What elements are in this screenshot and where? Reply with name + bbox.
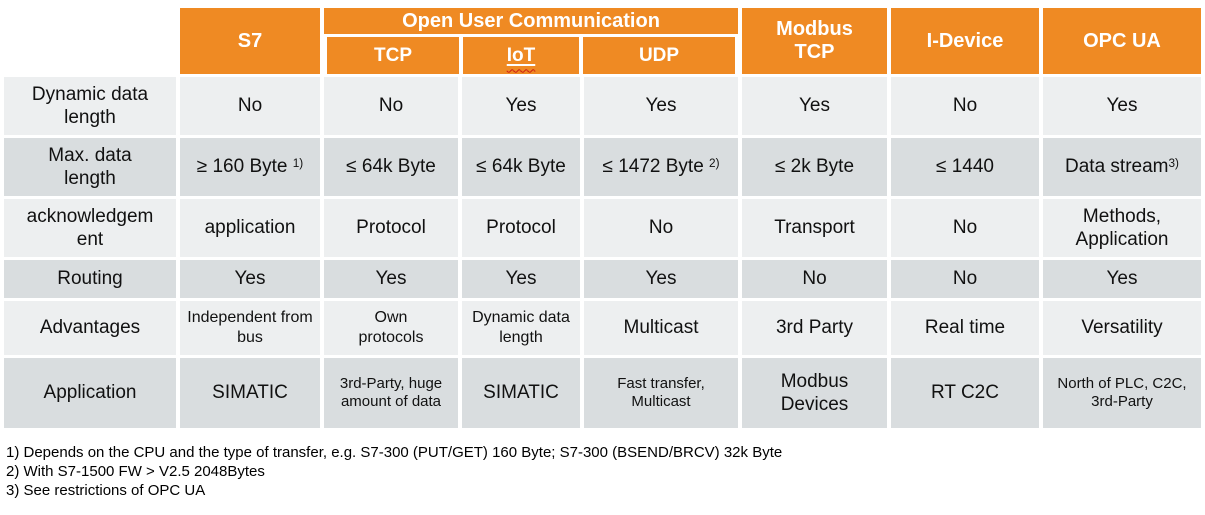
table-cell: No [324, 77, 458, 135]
table-cell: North of PLC, C2C, 3rd-Party [1043, 358, 1201, 428]
table-cell: Methods, Application [1043, 199, 1201, 257]
column-header-modbus-tcp: Modbus TCP [742, 8, 887, 74]
column-header-label: I-Device [926, 29, 1004, 52]
table-cell: Protocol [324, 199, 458, 257]
table-cell: Yes [324, 260, 458, 298]
column-header-label: IoT [506, 44, 536, 66]
table-cell: Yes [584, 260, 738, 298]
footnote-2: 2) With S7-1500 FW > V2.5 2048Bytes [6, 463, 265, 480]
column-header-label: TCP [374, 44, 412, 66]
column-header-iot: IoT [463, 37, 579, 74]
footnote-1: 1) Depends on the CPU and the type of tr… [6, 444, 783, 461]
column-header-s7: S7 [180, 8, 320, 74]
table-cell: Yes [584, 77, 738, 135]
table-cell: No [891, 260, 1039, 298]
table-cell: Own protocols [324, 301, 458, 355]
table-cell: Yes [180, 260, 320, 298]
table-cell: Yes [1043, 260, 1201, 298]
table-cell: Yes [742, 77, 887, 135]
table-cell: ≤ 1472 Byte 2) [584, 138, 738, 196]
table-cell: No [584, 199, 738, 257]
group-title: Open User Communication [324, 8, 738, 34]
column-header-label: S7 [237, 29, 263, 52]
table-cell: Yes [462, 77, 580, 135]
subheader-row: TCP IoT UDP [324, 34, 738, 74]
table-cell: Versatility [1043, 301, 1201, 355]
table-cell: application [180, 199, 320, 257]
column-header-label: Modbus TCP [776, 18, 853, 63]
table-cell: 3rd-Party, huge amount of data [324, 358, 458, 428]
table-cell: ≤ 2k Byte [742, 138, 887, 196]
row-label-routing: Routing [4, 260, 176, 298]
table-cell: Yes [462, 260, 580, 298]
column-header-label: UDP [638, 44, 680, 66]
footnote-marker: 1) [292, 157, 304, 171]
row-label-max-data-length: Max. data length [4, 138, 176, 196]
footnote-marker: 2) [709, 157, 720, 171]
table-cell: Independent from bus [180, 301, 320, 355]
row-label-advantages: Advantages [4, 301, 176, 355]
table-cell: Real time [891, 301, 1039, 355]
table-cell: Yes [1043, 77, 1201, 135]
table-cell: ≤ 64k Byte [324, 138, 458, 196]
column-header-tcp: TCP [327, 37, 459, 74]
table-cell: No [742, 260, 887, 298]
column-header-opc-ua: OPC UA [1043, 8, 1201, 74]
iot-underline: IoT [507, 45, 536, 67]
table-cell: No [891, 199, 1039, 257]
column-header-udp: UDP [583, 37, 735, 74]
table-cell: SIMATIC [180, 358, 320, 428]
table-cell: Protocol [462, 199, 580, 257]
row-label-application: Application [4, 358, 176, 428]
protocol-comparison-table: S7 Open User Communication TCP IoT UDP M… [4, 8, 1201, 428]
header-empty-cell [4, 8, 176, 74]
table-cell: Multicast [584, 301, 738, 355]
table-cell: ≤ 1440 [891, 138, 1039, 196]
table-cell: No [891, 77, 1039, 135]
table-cell: ≥ 160 Byte 1) [180, 138, 320, 196]
group-title-label: Open User Communication [402, 9, 660, 32]
row-label-acknowledgement: acknowledgement [4, 199, 176, 257]
table-cell: 3rd Party [742, 301, 887, 355]
column-group-open-user-communication: Open User Communication TCP IoT UDP [324, 8, 738, 74]
table-cell: RT C2C [891, 358, 1039, 428]
table-cell: Fast transfer, Multicast [584, 358, 738, 428]
footnote-3: 3) See restrictions of OPC UA [6, 482, 206, 499]
table-cell: ≤ 64k Byte [462, 138, 580, 196]
footnote-marker: 3) [1168, 157, 1179, 171]
table-cell: Data stream3) [1043, 138, 1201, 196]
column-header-label: OPC UA [1083, 29, 1161, 52]
table-cell: SIMATIC [462, 358, 580, 428]
table-cell: Modbus Devices [742, 358, 887, 428]
table-cell: Transport [742, 199, 887, 257]
footnotes: 1) Depends on the CPU and the type of tr… [6, 443, 1205, 500]
slide: S7 Open User Communication TCP IoT UDP M… [4, 8, 1205, 500]
row-label-dynamic-data-length: Dynamic data length [4, 77, 176, 135]
table-cell: No [180, 77, 320, 135]
column-header-i-device: I-Device [891, 8, 1039, 74]
table-cell: Dynamic data length [462, 301, 580, 355]
